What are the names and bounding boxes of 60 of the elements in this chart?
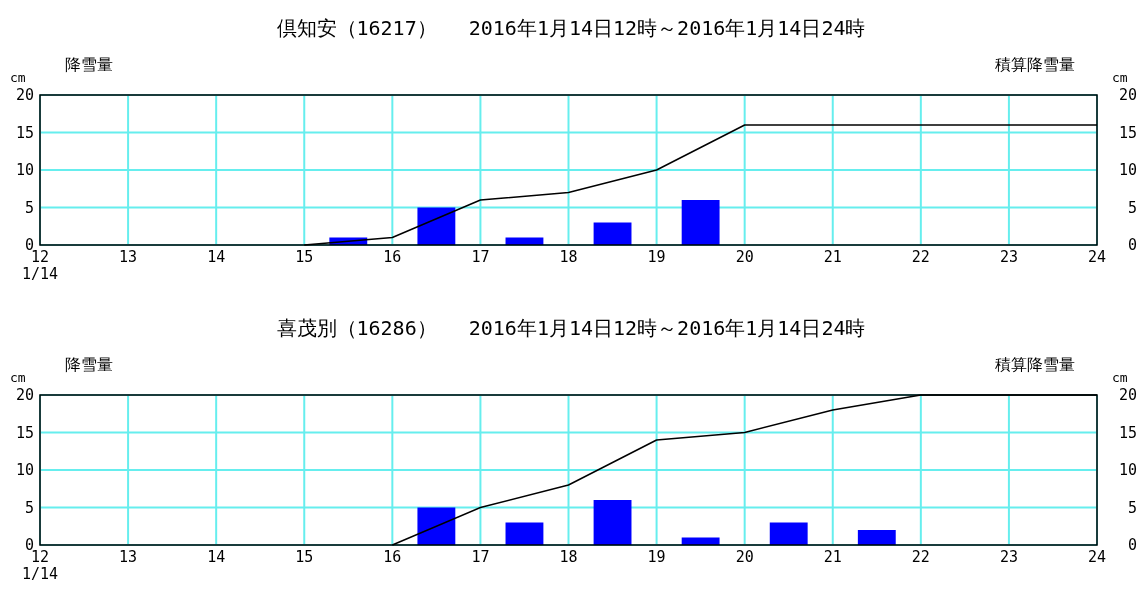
annotation: cm — [10, 70, 26, 85]
xtick: 18 — [559, 248, 578, 266]
ylabel: 降雪量 — [65, 55, 113, 74]
annotation: cm — [1112, 370, 1128, 385]
y2tick: 10 — [1118, 161, 1137, 179]
title: 喜茂別（16286） 2016年1月14日12時～2016年1月14日24時 — [276, 316, 866, 340]
bar — [417, 207, 456, 245]
xtick: 23 — [999, 248, 1018, 266]
xtick: 19 — [647, 548, 666, 566]
xtick: 14 — [207, 248, 226, 266]
y2tick: 5 — [1127, 498, 1137, 517]
xtick: 22 — [911, 548, 930, 566]
bar — [681, 200, 720, 245]
annotation: cm — [10, 370, 26, 385]
ylabel: 降雪量 — [65, 355, 113, 374]
title: 倶知安（16217） 2016年1月14日12時～2016年1月14日24時 — [276, 16, 866, 40]
bar — [417, 507, 456, 545]
y2tick: 0 — [1127, 236, 1137, 254]
ytick: 10 — [15, 461, 34, 479]
ytick: 20 — [15, 386, 34, 404]
y2tick: 20 — [1118, 386, 1137, 404]
xtick: 14 — [207, 548, 226, 566]
y2tick: 20 — [1118, 86, 1137, 104]
annotation: cm — [1112, 70, 1128, 85]
ytick: 15 — [15, 423, 34, 442]
xtick: 21 — [823, 548, 842, 566]
bar — [505, 522, 544, 545]
y2tick: 0 — [1127, 536, 1137, 554]
xtick: 22 — [911, 248, 930, 266]
xtick: 15 — [295, 248, 314, 266]
ytick: 5 — [24, 198, 34, 217]
xtick: 18 — [559, 548, 578, 566]
ytick: 5 — [24, 498, 34, 517]
xtick: 16 — [383, 548, 402, 566]
xtick: 21 — [823, 248, 842, 266]
y2tick: 10 — [1118, 461, 1137, 479]
y2tick: 15 — [1118, 123, 1137, 142]
y2label: 積算降雪量 — [995, 355, 1075, 374]
xtick: 24 — [1087, 248, 1107, 266]
xtick: 17 — [471, 548, 490, 566]
xtick: 24 — [1087, 548, 1107, 566]
y2tick: 15 — [1118, 423, 1137, 442]
xtick: 15 — [295, 548, 314, 566]
xtick: 23 — [999, 548, 1018, 566]
xtick: 17 — [471, 248, 490, 266]
bar — [857, 530, 896, 545]
xtick: 20 — [735, 248, 754, 266]
bar — [593, 500, 632, 545]
xtick: 16 — [383, 248, 402, 266]
xtick: 13 — [119, 248, 138, 266]
ytick: 20 — [15, 86, 34, 104]
ytick: 15 — [15, 123, 34, 142]
ytick: 10 — [15, 161, 34, 179]
xtick: 19 — [647, 248, 666, 266]
y2tick: 5 — [1127, 198, 1137, 217]
bar — [769, 522, 808, 545]
xtick: 13 — [119, 548, 138, 566]
xtick: 20 — [735, 548, 754, 566]
bar — [593, 222, 632, 245]
y2label: 積算降雪量 — [995, 55, 1075, 74]
